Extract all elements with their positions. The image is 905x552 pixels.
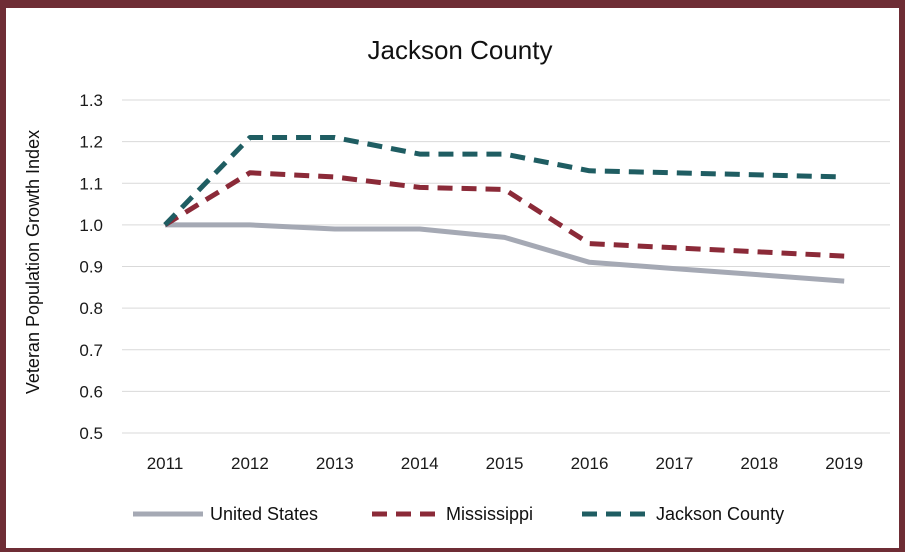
legend-label-jackson-county: Jackson County	[656, 504, 784, 524]
y-tick-label: 0.9	[79, 258, 103, 277]
x-tick-label: 2015	[486, 454, 524, 473]
x-tick-label: 2018	[740, 454, 778, 473]
x-tick-label: 2014	[401, 454, 439, 473]
y-tick-label: 0.6	[79, 382, 103, 401]
y-tick-label: 1.3	[79, 91, 103, 110]
gridlines	[122, 99, 890, 434]
x-tick-label: 2013	[316, 454, 354, 473]
y-tick-label: 0.8	[79, 299, 103, 318]
y-tick-label: 0.7	[79, 341, 103, 360]
x-tick-label: 2016	[571, 454, 609, 473]
y-tick-label: 1.0	[79, 216, 103, 235]
y-tick-label: 1.2	[79, 133, 103, 152]
y-tick-label: 0.5	[79, 424, 103, 443]
axis-ticks: 0.5 0.6 0.7 0.8 0.9 1.0 1.1 1.2 1.3 2011 2012 2013 2…	[79, 91, 863, 473]
legend-label-united-states: United States	[210, 504, 318, 524]
series-line-united-states	[165, 222, 845, 284]
series-line-mississippi	[163, 170, 845, 259]
y-tick-label: 1.1	[79, 174, 103, 193]
x-tick-label: 2019	[825, 454, 863, 473]
series-line-jackson-county	[163, 135, 845, 227]
x-tick-label: 2017	[655, 454, 693, 473]
chart-title: Jackson County	[368, 35, 553, 65]
x-tick-label: 2012	[231, 454, 269, 473]
series-lines	[163, 135, 845, 284]
legend: United States Mississippi Jackson County	[133, 504, 784, 524]
x-tick-label: 2011	[147, 454, 184, 473]
legend-label-mississippi: Mississippi	[446, 504, 533, 524]
y-axis-label: Veteran Population Growth Index	[23, 130, 43, 394]
